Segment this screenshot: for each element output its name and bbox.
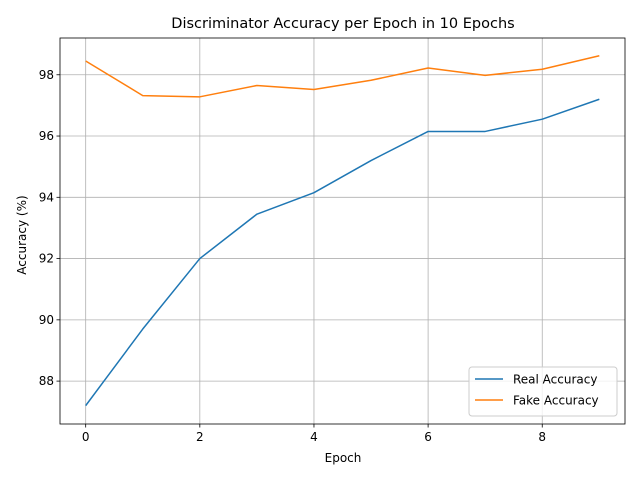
- chart-title: Discriminator Accuracy per Epoch in 10 E…: [171, 16, 514, 32]
- y-tick-label: 92: [39, 252, 54, 266]
- y-tick-label: 96: [39, 129, 54, 143]
- y-axis-ticks: 88 90 92 94 96 98: [39, 68, 60, 388]
- y-tick-label: 88: [39, 374, 54, 388]
- y-axis-label: Accuracy (%): [15, 195, 29, 274]
- x-tick-label: 2: [196, 430, 204, 444]
- y-tick-label: 94: [39, 190, 54, 204]
- x-axis-label: Epoch: [325, 451, 362, 465]
- x-tick-label: 0: [82, 430, 90, 444]
- legend: Real Accuracy Fake Accuracy: [468, 366, 618, 417]
- axes-frame: [59, 37, 626, 425]
- series-line-fake-accuracy: [85, 55, 600, 98]
- legend-label-fake-accuracy: Fake Accuracy: [513, 394, 599, 408]
- x-tick-label: 8: [538, 430, 546, 444]
- grid-lines: [60, 38, 625, 424]
- y-tick-label: 90: [39, 313, 54, 327]
- y-tick-label: 98: [39, 68, 54, 82]
- x-tick-label: 4: [310, 430, 318, 444]
- legend-box: [468, 366, 618, 417]
- x-axis-ticks: 0 2 4 6 8: [82, 424, 546, 444]
- x-tick-label: 6: [424, 430, 432, 444]
- legend-label-real-accuracy: Real Accuracy: [513, 373, 597, 387]
- series-layer: [85, 55, 600, 407]
- series-line-real-accuracy: [85, 98, 600, 407]
